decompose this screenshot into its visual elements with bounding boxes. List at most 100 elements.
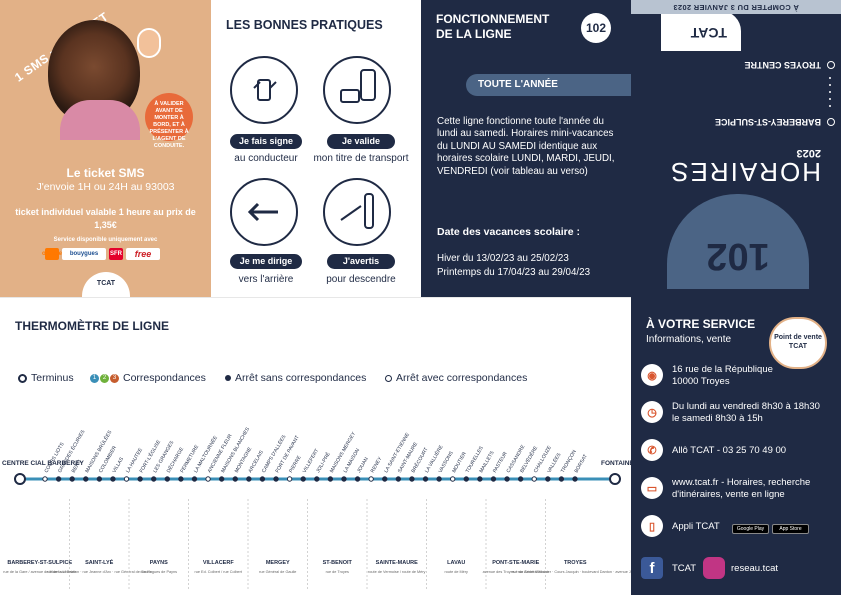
legend-stop-without-label: Arrêt sans correspondances: [235, 372, 367, 384]
validate-badge: À VALIDER AVANT DE MONTER À BORD, ET À P…: [145, 93, 193, 149]
commune-name: TROYES: [564, 560, 587, 566]
google-play-badge[interactable]: Google Play: [732, 524, 769, 534]
commune-streets: rue Ed. Colbert / rue Colbert: [195, 570, 243, 574]
hand-wave-icon: [230, 56, 298, 124]
stop-marker: [327, 476, 334, 482]
legend-stop-without: Arrêt sans correspondances: [225, 372, 366, 384]
stop-marker: [314, 476, 320, 482]
stop-marker: [55, 476, 62, 482]
stop-marker: [137, 476, 143, 482]
commune-streets: rue du Général Moinier · Cours Jacquin ·…: [512, 570, 631, 574]
address-line-1: 16 rue de la République: [672, 364, 773, 375]
stop-marker: [545, 476, 551, 482]
service-panel: À VOTRE SERVICE Informations, vente Poin…: [631, 297, 841, 595]
stop-marker: [191, 476, 198, 482]
commune-streets: rue de Troyes: [326, 570, 349, 574]
connection-2-icon: 2: [100, 373, 109, 383]
stop-marker: [504, 476, 510, 482]
cover-logo-text: TCAT: [690, 25, 727, 41]
facebook-label[interactable]: TCAT: [672, 563, 697, 574]
stop-marker: [300, 476, 306, 482]
arrow-back-icon: [230, 178, 298, 246]
cover-line-number: 102: [706, 235, 770, 277]
commune-name: ST-BENOIT: [323, 560, 353, 566]
commune-streets: rue Général de Gaulle: [259, 570, 296, 574]
winter-holidays: Hiver du 13/02/23 au 25/02/23: [437, 253, 569, 264]
phone-number[interactable]: Allô TCAT - 03 25 70 49 00: [672, 445, 787, 456]
stop-marker: [572, 476, 578, 482]
stop-marker: [368, 476, 374, 482]
stop-marker: [490, 476, 497, 482]
pill-validate: Je valide: [327, 134, 395, 149]
website[interactable]: www.tcat.fr - Horaires, recherche d'itiné…: [672, 477, 810, 501]
service-subtitle: Informations, vente: [646, 334, 732, 345]
sms-service-note: Service disponible uniquement avec: [53, 237, 158, 243]
stop-marker: [69, 476, 75, 482]
commune-name: VILLACERF: [203, 560, 235, 566]
commune-name: PAYNS: [150, 560, 168, 566]
stop-marker: [151, 476, 157, 482]
good-practices-title: LES BONNES PRATIQUES: [226, 18, 383, 32]
thermometer-title: THERMOMÈTRE DE LIGNE: [15, 319, 170, 333]
free-logo: free: [126, 248, 160, 260]
stop-marker: [218, 476, 225, 482]
clock-icon: ◷: [641, 401, 663, 423]
sms-ticket-panel: 1 SMS = 1 TICKET À VALIDER AVANT DE MONT…: [0, 0, 211, 297]
commune-name: BARBEREY-ST-SULPICE: [7, 560, 72, 566]
commune-streets: route de Vermoise / route de Méry: [368, 570, 426, 574]
website-line-1[interactable]: www.tcat.fr - Horaires, recherche: [672, 477, 811, 488]
spring-holidays: Printemps du 17/04/23 au 29/04/23: [437, 267, 591, 278]
commune-streets: rue Hugues de Payns: [140, 570, 177, 574]
bouygues-logo: bouygues: [62, 248, 106, 260]
stop-dot: [827, 118, 835, 126]
stop-without-icon: [225, 375, 231, 381]
cover-tcat-logo: TCAT: [661, 11, 741, 51]
tcat-logo-text: TCAT: [96, 280, 116, 287]
stop-marker: [246, 476, 252, 482]
instagram-icon[interactable]: [703, 557, 725, 579]
line-operation-panel: FONCTIONNEMENT DE LA LIGNE 102 TOUTE L'A…: [421, 0, 631, 297]
service-title: À VOTRE SERVICE: [646, 317, 756, 331]
sms-title: Le ticket SMS: [66, 166, 145, 180]
woman-shirt: [60, 100, 140, 140]
stop-marker: [354, 476, 361, 482]
commune-name: PONT-STE-MARIE: [492, 560, 539, 566]
mobile-app-icon: ▯: [641, 515, 663, 537]
stop-marker: [42, 476, 48, 482]
commune-streets: avenue des Troyes / rue André Malraux: [483, 570, 549, 574]
sub-signal: au conducteur: [234, 153, 298, 164]
computer-icon: ▭: [641, 477, 663, 499]
facebook-icon[interactable]: f: [641, 557, 663, 579]
point-of-sale-badge: Point de vente TCAT: [769, 317, 827, 369]
stop-marker: [232, 476, 238, 482]
sub-validate: mon titre de transport: [313, 153, 409, 164]
instagram-label[interactable]: reseau.tcat: [731, 563, 778, 574]
terminus-end-label: FONTAINE: [601, 460, 631, 467]
terminus-start-marker: [14, 473, 26, 485]
cover-stop-troyes: TROYES CENTRE: [744, 60, 821, 70]
line-number-badge: 102: [581, 13, 611, 43]
address: 16 rue de la République 10000 Troyes: [672, 364, 773, 388]
stop-with-icon: [385, 374, 392, 382]
orange-logo: orange: [42, 248, 62, 260]
sms-validity: ticket individuel valable 1 heure au pri…: [15, 207, 196, 230]
stop-marker: [110, 476, 116, 482]
stop-label: VILLAS: [111, 456, 125, 474]
commune-name: SAINTE-MAURE: [376, 560, 418, 566]
phone-icon: ✆: [641, 439, 663, 461]
app-label: Appli TCAT: [672, 521, 720, 532]
stop-marker: [477, 476, 483, 482]
stop-marker: [178, 476, 184, 482]
tcat-logo: TCAT: [82, 272, 130, 297]
stop-marker: [449, 476, 456, 482]
legend-terminus-label: Terminus: [31, 372, 74, 384]
stop-marker: [205, 476, 211, 482]
phone-icon: [137, 28, 161, 58]
operation-title: FONCTIONNEMENT DE LA LIGNE: [436, 12, 550, 41]
stop-marker: [164, 476, 171, 482]
stop-marker: [273, 476, 279, 482]
stop-marker: [123, 476, 130, 482]
app-store-badge[interactable]: App Store: [772, 524, 809, 534]
cover-horaires: HORAIRES: [669, 157, 821, 187]
stop-marker: [517, 476, 524, 482]
